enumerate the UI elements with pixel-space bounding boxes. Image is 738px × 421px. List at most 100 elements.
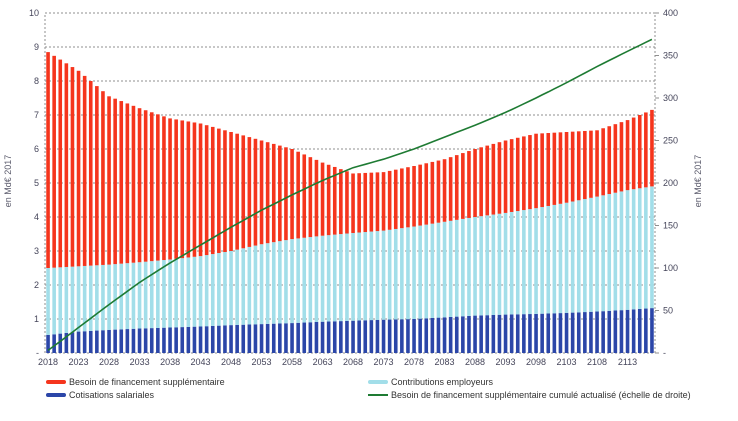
bar-segment bbox=[88, 265, 93, 331]
bar-segment bbox=[107, 264, 111, 330]
bar-segment bbox=[583, 199, 587, 313]
bar-segment bbox=[351, 232, 355, 321]
bar-segment bbox=[509, 314, 514, 353]
bar-segment bbox=[76, 331, 81, 353]
bar-segment bbox=[619, 191, 624, 311]
bar-segment bbox=[363, 232, 368, 321]
bar-segment bbox=[430, 161, 435, 224]
bar-segment bbox=[131, 105, 136, 263]
bar-segment bbox=[131, 328, 136, 353]
bar-segment bbox=[326, 164, 331, 236]
right-axis-tick-label: 250 bbox=[663, 136, 678, 146]
bar-segment bbox=[332, 321, 337, 353]
bar-segment bbox=[424, 224, 429, 319]
bar-segment bbox=[412, 166, 416, 227]
bar-segment bbox=[320, 321, 325, 353]
bar-segment bbox=[650, 109, 654, 187]
bar-segment bbox=[302, 237, 307, 323]
bar-segment bbox=[583, 130, 587, 200]
bar-segment bbox=[558, 313, 563, 353]
legend-label-cumule: Besoin de financement supplémentaire cum… bbox=[391, 390, 691, 400]
bar-segment bbox=[393, 169, 398, 229]
bar-segment bbox=[143, 110, 148, 262]
bar-segment bbox=[143, 261, 148, 329]
bar-segment bbox=[430, 317, 435, 353]
bar-segment bbox=[564, 132, 569, 203]
bar-segment bbox=[278, 241, 282, 324]
bar-segment bbox=[278, 145, 282, 242]
bar-segment bbox=[454, 155, 459, 220]
bar-segment bbox=[473, 149, 477, 217]
bar-segment bbox=[424, 163, 429, 225]
bar-segment bbox=[491, 143, 496, 215]
bar-segment bbox=[436, 222, 441, 318]
bar-segment bbox=[58, 333, 63, 353]
bar-segment bbox=[278, 323, 282, 353]
bar-segment bbox=[284, 323, 288, 353]
bar-segment bbox=[442, 221, 447, 318]
bar-segment bbox=[149, 328, 154, 353]
bar-segment bbox=[70, 67, 75, 267]
x-axis-tick-label: 2043 bbox=[190, 357, 210, 367]
bar-segment bbox=[253, 138, 258, 246]
bar-segment bbox=[217, 253, 221, 326]
legend-item-employeurs: Contributions employeurs bbox=[368, 377, 493, 387]
bar-segment bbox=[363, 320, 368, 353]
bar-segment bbox=[119, 101, 124, 264]
bar-segment bbox=[552, 313, 557, 353]
bar-segment bbox=[113, 264, 117, 330]
bar-segment bbox=[162, 116, 166, 261]
bar-segment bbox=[509, 211, 514, 315]
bar-segment bbox=[448, 316, 453, 353]
bar-segment bbox=[381, 230, 386, 320]
bar-segment bbox=[314, 321, 319, 353]
bar-segment bbox=[259, 324, 264, 353]
x-axis-tick-label: 2083 bbox=[434, 357, 454, 367]
bar-segment bbox=[546, 313, 551, 353]
bar-segment bbox=[418, 164, 422, 226]
left-axis-tick-label: - bbox=[36, 348, 39, 358]
bar-segment bbox=[174, 119, 178, 259]
bar-segment bbox=[406, 167, 410, 228]
right-axis-tick-label: - bbox=[663, 348, 666, 358]
bar-segment bbox=[95, 265, 99, 331]
x-axis-tick-label: 2108 bbox=[587, 357, 607, 367]
bar-segment bbox=[570, 131, 575, 202]
bar-segment bbox=[479, 216, 483, 316]
bar-segment bbox=[320, 162, 325, 236]
bar-segment bbox=[241, 135, 246, 249]
bar-segment bbox=[381, 172, 386, 231]
right-axis-tick-label: 100 bbox=[663, 263, 678, 273]
bar-segment bbox=[400, 319, 404, 353]
bar-segment bbox=[52, 55, 56, 268]
bar-segment bbox=[235, 133, 239, 250]
bar-segment bbox=[601, 195, 605, 312]
bar-segment bbox=[82, 331, 87, 353]
legend-label-salariales: Cotisations salariales bbox=[69, 390, 155, 400]
bar-segment bbox=[448, 157, 453, 221]
bar-segment bbox=[308, 157, 313, 238]
bar-segment bbox=[308, 237, 313, 323]
bar-segment bbox=[95, 86, 99, 266]
bar-segment bbox=[156, 260, 160, 328]
bar-segment bbox=[454, 316, 459, 353]
x-axis-tick-label: 2078 bbox=[404, 357, 424, 367]
right-axis-tick-label: 150 bbox=[663, 221, 678, 231]
bar-segment bbox=[637, 188, 642, 309]
legend-swatch-salariales-icon bbox=[46, 393, 66, 397]
bar-segment bbox=[650, 308, 654, 353]
bar-segment bbox=[70, 266, 75, 333]
bar-segment bbox=[204, 255, 209, 327]
bar-segment bbox=[558, 132, 563, 204]
bar-segment bbox=[552, 204, 557, 314]
bar-segment bbox=[241, 248, 246, 325]
bar-segment bbox=[619, 122, 624, 192]
bar-segment bbox=[528, 209, 532, 315]
bar-segment bbox=[58, 267, 63, 334]
x-axis-tick-label: 2073 bbox=[373, 357, 393, 367]
bar-segment bbox=[589, 311, 593, 353]
bar-segment bbox=[381, 319, 386, 353]
bar-segment bbox=[595, 196, 599, 312]
legend-label-employeurs: Contributions employeurs bbox=[391, 377, 494, 387]
bar-segment bbox=[479, 147, 483, 217]
